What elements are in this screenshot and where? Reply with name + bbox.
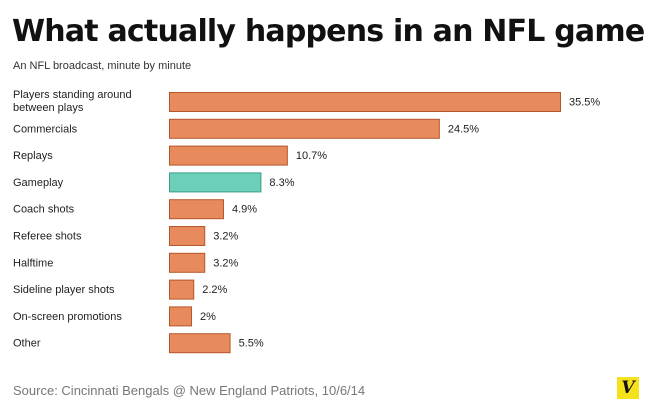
value-label: 2% <box>200 311 216 323</box>
value-label: 2.2% <box>202 284 227 296</box>
value-label: 35.5% <box>569 97 600 109</box>
chart-subtitle: An NFL broadcast, minute by minute <box>13 60 192 72</box>
value-label: 5.5% <box>239 338 264 350</box>
logo-glyph: V <box>621 377 635 398</box>
bar <box>169 252 206 273</box>
category-label: Gameplay <box>13 177 64 189</box>
bar <box>169 92 561 112</box>
category-label-line: between plays <box>13 102 84 114</box>
bar-chart: Players standing around between plays 35.5… <box>13 89 600 354</box>
bar-highlight <box>169 172 262 193</box>
bar <box>169 333 231 354</box>
category-label-line: Players standing around <box>13 89 132 101</box>
value-label: 24.5% <box>448 123 479 135</box>
value-label: 10.7% <box>296 150 327 162</box>
category-label: Halftime <box>13 257 53 269</box>
category-label: Referee shots <box>13 231 82 243</box>
value-label: 3.2% <box>213 257 238 269</box>
bar <box>169 118 440 139</box>
category-label: On-screen promotions <box>13 311 122 323</box>
bar <box>169 306 193 327</box>
value-label: 3.2% <box>213 231 238 243</box>
chart-title: What actually happens in an NFL game <box>12 14 645 49</box>
category-label: Coach shots <box>13 204 75 216</box>
bar <box>169 145 288 166</box>
bar <box>169 226 206 246</box>
category-label: Replays <box>13 150 53 162</box>
vox-logo-icon: V <box>617 377 639 399</box>
category-label: Commercials <box>13 123 78 135</box>
value-label: 8.3% <box>269 177 294 189</box>
value-label: 4.9% <box>232 204 257 216</box>
source-note: Source: Cincinnati Bengals @ New England… <box>13 383 366 398</box>
category-label: Other <box>13 338 41 350</box>
bar <box>169 279 195 300</box>
bar <box>169 199 224 220</box>
category-label: Sideline player shots <box>13 284 115 296</box>
category-label: Players standing around between plays <box>13 89 132 114</box>
